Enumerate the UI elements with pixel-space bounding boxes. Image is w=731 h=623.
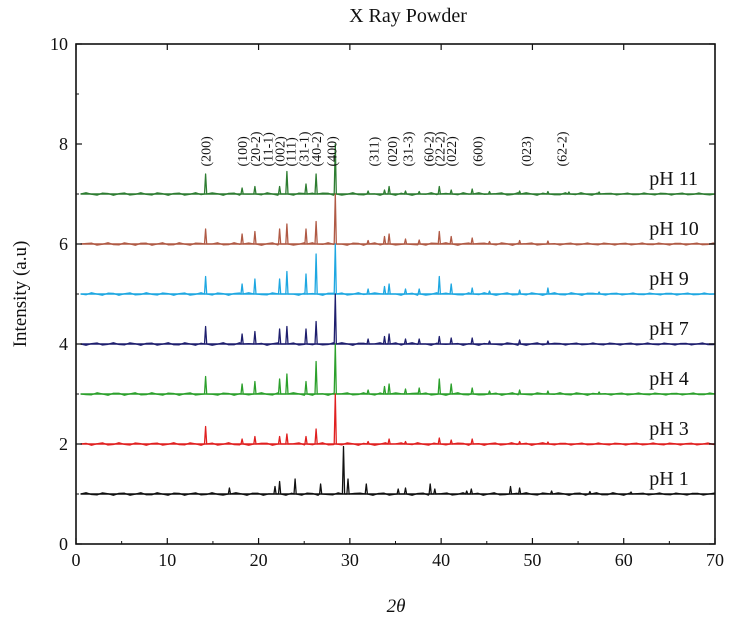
- series-label: pH 3: [649, 418, 688, 440]
- x-tick-label: 10: [158, 550, 176, 570]
- peak-label: (31-3): [401, 131, 416, 166]
- y-tick-label: 10: [50, 34, 68, 54]
- peak-label: (111): [285, 137, 300, 167]
- peak-label: (100): [236, 136, 251, 167]
- series-line-4: [80, 343, 716, 396]
- series-label: pH 1: [649, 468, 688, 490]
- axis-ticks: 0 10 20 30 40 50 60 70 0 2 4 6 8 10: [50, 34, 724, 570]
- peak-label: (40-2): [310, 131, 325, 166]
- series-line-2: [80, 243, 716, 296]
- peak-label: (60-2): [422, 131, 437, 166]
- series-line-3: [80, 293, 716, 346]
- peak-label: (023): [520, 136, 535, 167]
- y-axis-label: Intensity (a.u): [10, 241, 31, 348]
- series-line-1: [80, 193, 716, 246]
- peak-label: (020): [386, 136, 401, 167]
- series-label: pH 9: [649, 268, 688, 290]
- series-line-5: [80, 393, 716, 446]
- y-tick-label: 2: [59, 434, 68, 454]
- peak-label: (62-2): [556, 131, 571, 166]
- peak-label: (022): [445, 136, 460, 167]
- series-layer: [80, 143, 716, 496]
- series-label: pH 11: [649, 168, 698, 190]
- x-tick-label: 0: [72, 550, 81, 570]
- peak-label: (31-1): [297, 131, 312, 166]
- y-tick-label: 8: [59, 134, 68, 154]
- series-labels: pH 11 pH 10 pH 9 pH 7 pH 4 pH 3 pH 1: [649, 168, 698, 490]
- peak-label: (200): [200, 136, 215, 167]
- y-tick-label: 0: [59, 534, 68, 554]
- y-tick-label: 4: [59, 334, 68, 354]
- peak-label: (11-1): [262, 132, 277, 167]
- peak-label: (311): [368, 136, 383, 166]
- peak-label: (20-2): [249, 131, 264, 166]
- series-label: pH 10: [649, 218, 698, 240]
- chart-title: X Ray Powder: [349, 5, 467, 27]
- x-tick-label: 60: [615, 550, 633, 570]
- peak-label: (600): [472, 136, 487, 167]
- series-label: pH 7: [649, 318, 688, 340]
- x-tick-label: 20: [250, 550, 268, 570]
- y-tick-label: 6: [59, 234, 68, 254]
- peak-label: (002): [274, 136, 289, 167]
- x-tick-label: 30: [341, 550, 359, 570]
- series-label: pH 4: [649, 368, 688, 390]
- peak-annotations: (200) (100)(20-2)(11-1)(002)(111)(31-1)(4…: [200, 131, 571, 166]
- x-tick-label: 40: [432, 550, 450, 570]
- x-tick-label: 70: [706, 550, 724, 570]
- peak-label: (22-2): [433, 131, 448, 166]
- series-line-6: [80, 445, 716, 496]
- x-tick-label: 50: [523, 550, 541, 570]
- x-axis-label: 2θ: [387, 596, 406, 617]
- peak-label: (400): [326, 136, 341, 167]
